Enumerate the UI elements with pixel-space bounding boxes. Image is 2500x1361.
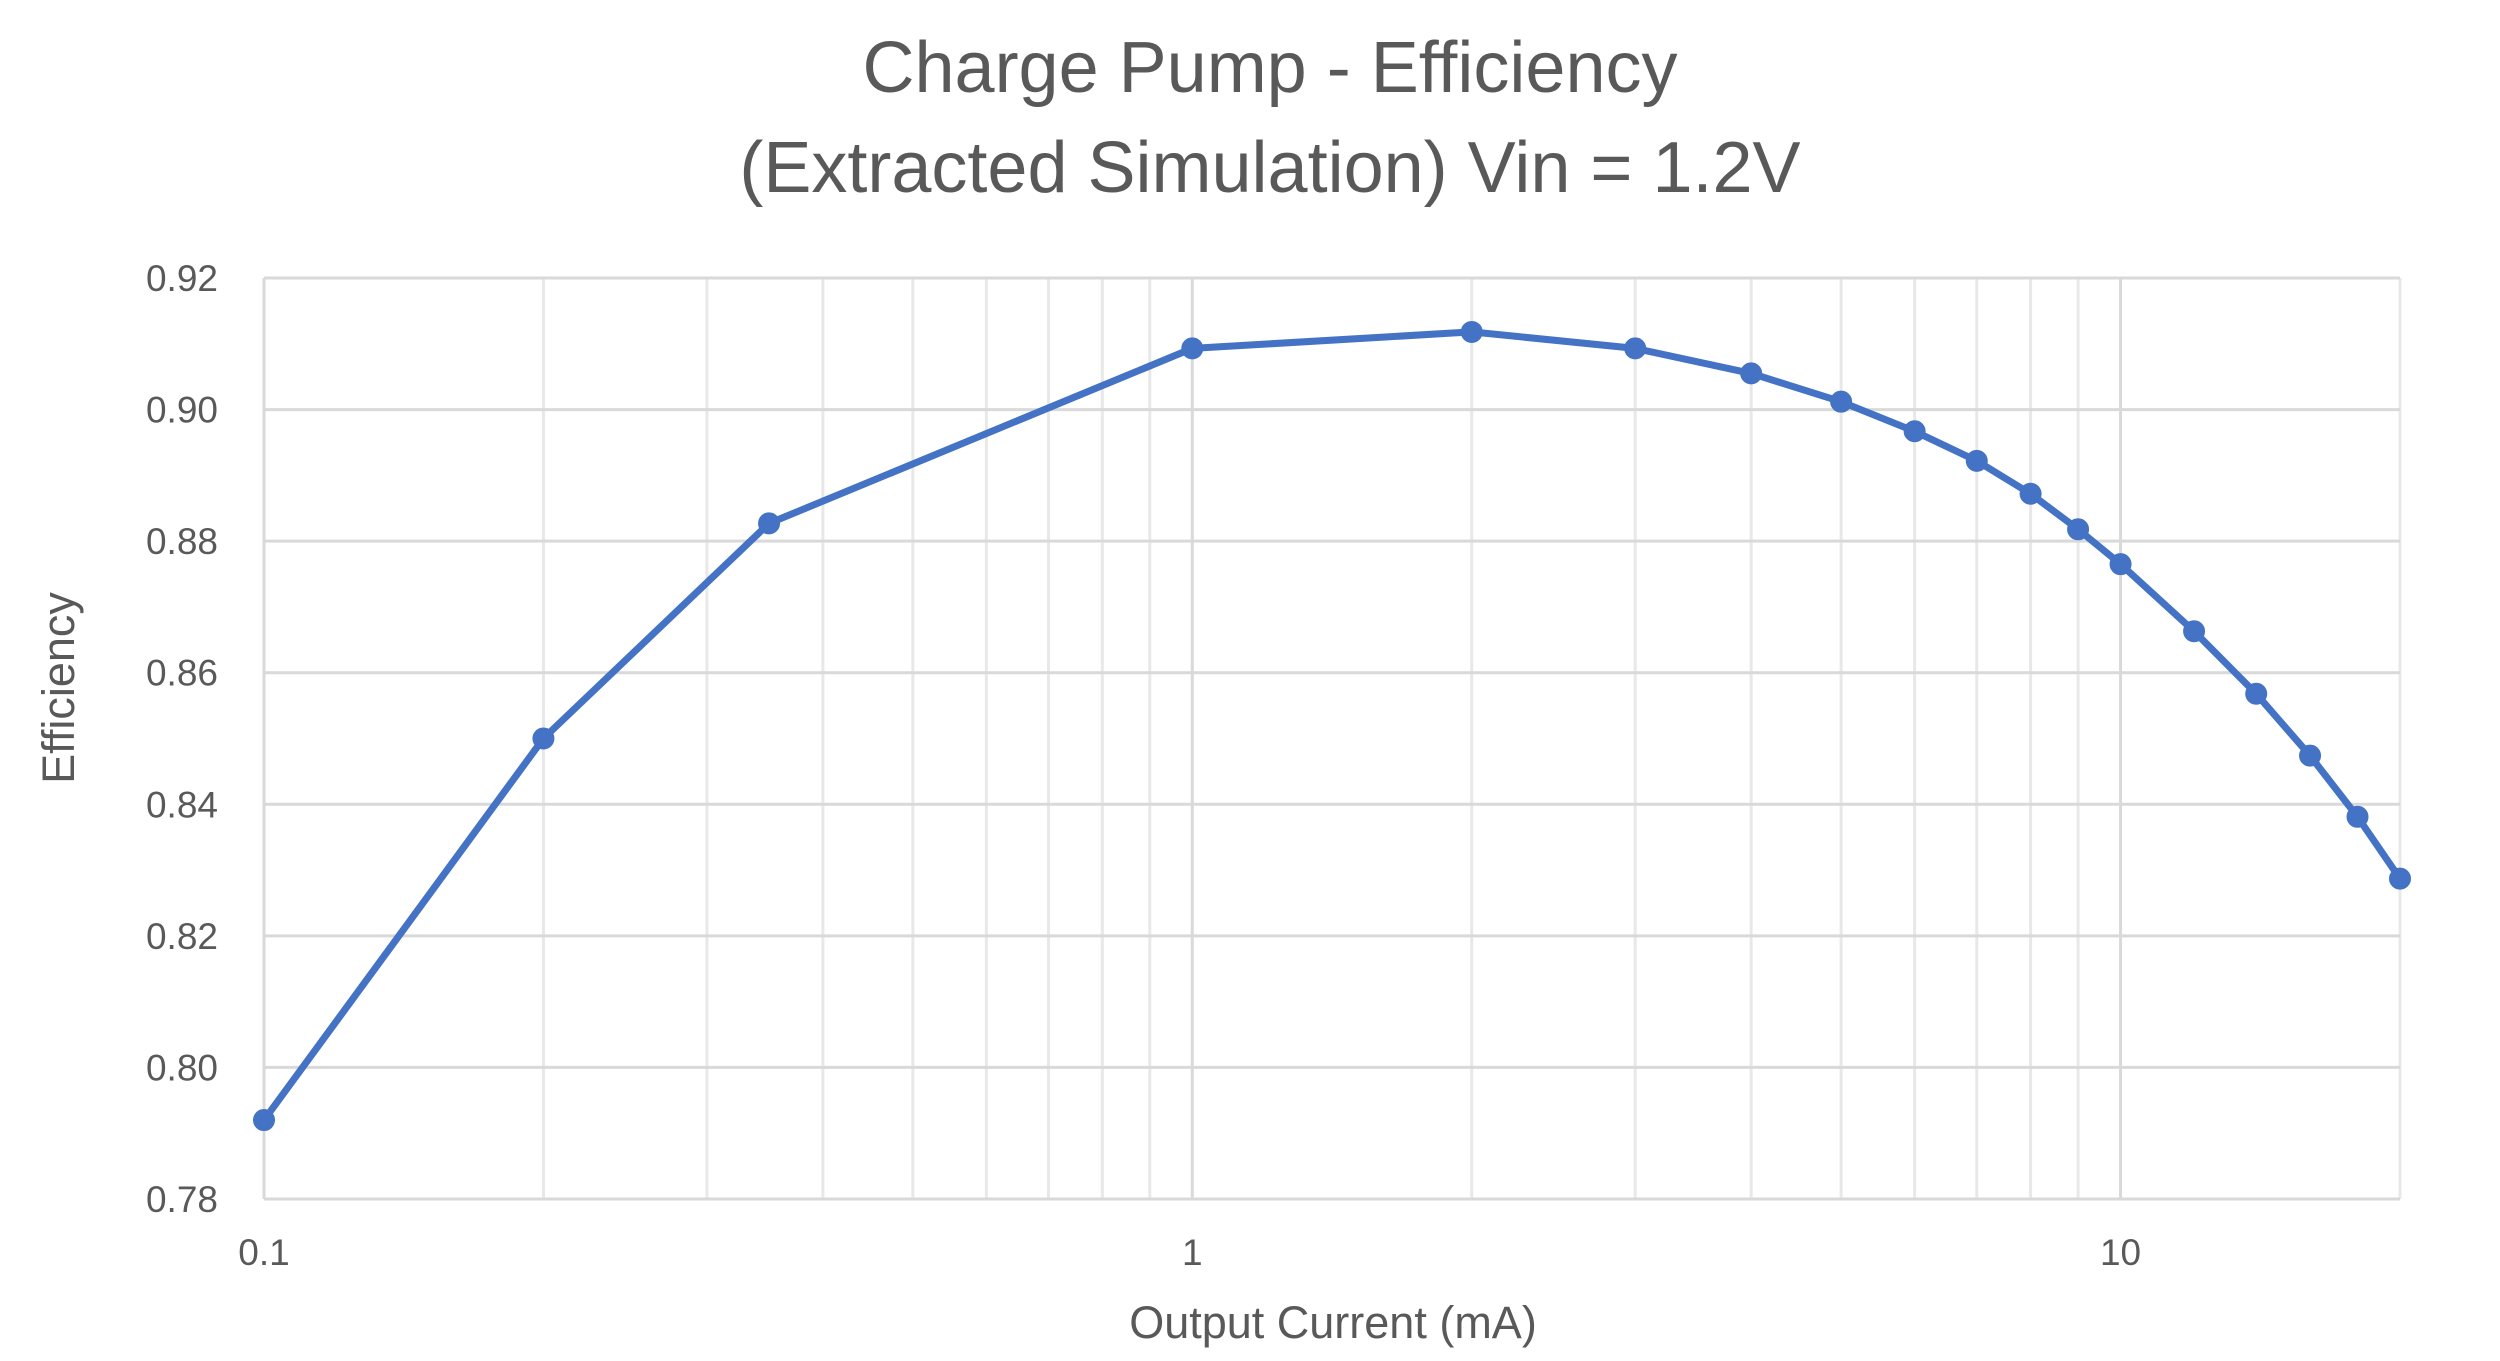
y-tick-label: 0.88	[146, 521, 218, 562]
data-point	[532, 727, 555, 750]
data-point	[2109, 553, 2132, 576]
data-point	[2183, 620, 2206, 643]
y-tick-label: 0.82	[146, 916, 218, 957]
y-tick-label: 0.86	[146, 653, 218, 694]
grid	[262, 276, 2402, 1201]
data-point	[1830, 390, 1853, 413]
x-tick-label: 10	[2100, 1232, 2141, 1273]
y-tick-label: 0.78	[146, 1179, 218, 1220]
data-point	[1903, 420, 1926, 443]
y-axis-label: Efficiency	[33, 592, 84, 784]
chart-title-line-2: (Extracted Simulation) Vin = 1.2V	[739, 128, 1800, 208]
y-tick-label: 0.92	[146, 258, 218, 299]
data-point	[1624, 337, 1647, 360]
series-line	[260, 328, 2404, 1124]
data-point	[1181, 337, 1204, 360]
data-point	[1965, 449, 1988, 472]
data-point	[2067, 518, 2090, 541]
data-point	[2346, 805, 2369, 828]
x-tick-label: 0.1	[238, 1232, 289, 1273]
data-point	[2019, 482, 2042, 505]
y-tick-label: 0.84	[146, 784, 218, 825]
x-axis-label: Output Current (mA)	[1129, 1297, 1537, 1348]
y-tick-label: 0.90	[146, 390, 218, 431]
data-point	[1460, 320, 1483, 343]
data-point	[2245, 682, 2268, 705]
data-point	[253, 1109, 275, 1132]
chart-title-line-1: Charge Pump - Efficiency	[862, 28, 1677, 108]
data-point	[2389, 867, 2411, 890]
data-point	[758, 512, 781, 535]
y-tick-label: 0.80	[146, 1047, 218, 1088]
data-point	[2299, 744, 2322, 767]
series-layer	[253, 320, 2411, 1132]
data-point	[1740, 362, 1763, 385]
tick-labels: 0.78 0.80 0.82 0.84 0.86 0.88 0.90 0.92 0.1 1 10	[146, 258, 2141, 1273]
x-tick-label: 1	[1182, 1232, 1203, 1273]
